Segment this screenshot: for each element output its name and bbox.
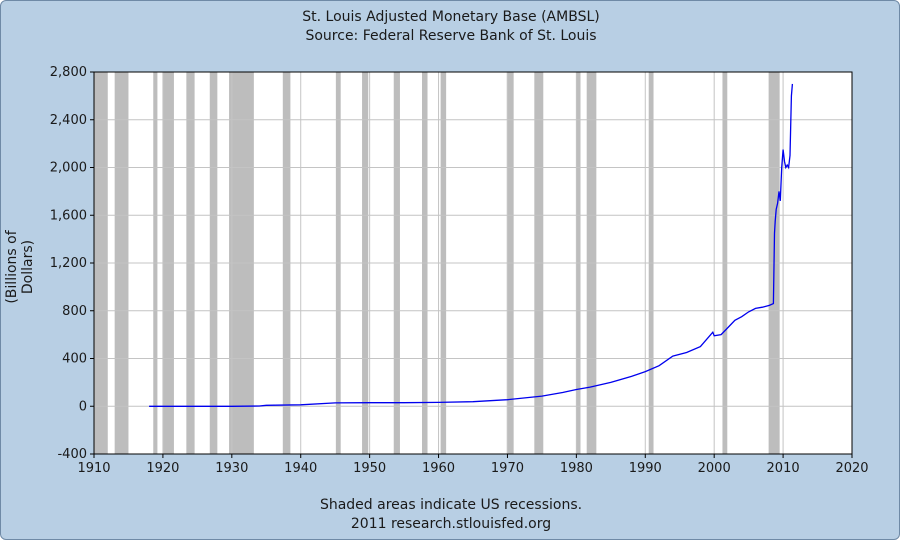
x-tick-label: 2010 xyxy=(767,461,800,476)
y-tick-label: 1,200 xyxy=(50,256,87,271)
series-layer xyxy=(149,83,794,407)
x-tick-label: 1930 xyxy=(215,461,248,476)
x-tick-label: 1980 xyxy=(560,461,593,476)
chart-subtitle: Source: Federal Reserve Bank of St. Loui… xyxy=(305,28,597,44)
chart-title: St. Louis Adjusted Monetary Base (AMBSL) xyxy=(302,9,600,25)
grid-lines xyxy=(94,72,852,454)
x-tick-label: 1910 xyxy=(77,461,110,476)
x-tick-label: 1960 xyxy=(422,461,455,476)
series-line xyxy=(149,83,794,407)
x-tick-label: 1950 xyxy=(353,461,386,476)
y-tick-label: -400 xyxy=(57,447,87,462)
plot-border xyxy=(93,71,853,455)
y-tick-label: 400 xyxy=(62,352,87,367)
y-tick-label: 1,600 xyxy=(50,208,87,223)
x-tick-label: 1970 xyxy=(491,461,524,476)
x-tick-label: 1920 xyxy=(146,461,179,476)
y-tick-label: 2,400 xyxy=(50,113,87,128)
y-tick-label: 0 xyxy=(79,399,87,414)
x-tick-label: 2020 xyxy=(835,461,868,476)
source-credit: 2011 research.stlouisfed.org xyxy=(350,516,552,532)
y-tick-label: 2,000 xyxy=(50,161,87,176)
recession-footnote: Shaded areas indicate US recessions. xyxy=(319,497,583,513)
y-tick-label: 2,800 xyxy=(50,65,87,80)
x-tick-label: 1940 xyxy=(284,461,317,476)
x-tick-label: 2000 xyxy=(698,461,731,476)
axis-ticks: 1910 1920 1930 1940 1950 1960 1970 1980 1990 2000… xyxy=(50,65,869,476)
y-tick-label: 800 xyxy=(62,304,87,319)
x-tick-label: 1990 xyxy=(629,461,662,476)
